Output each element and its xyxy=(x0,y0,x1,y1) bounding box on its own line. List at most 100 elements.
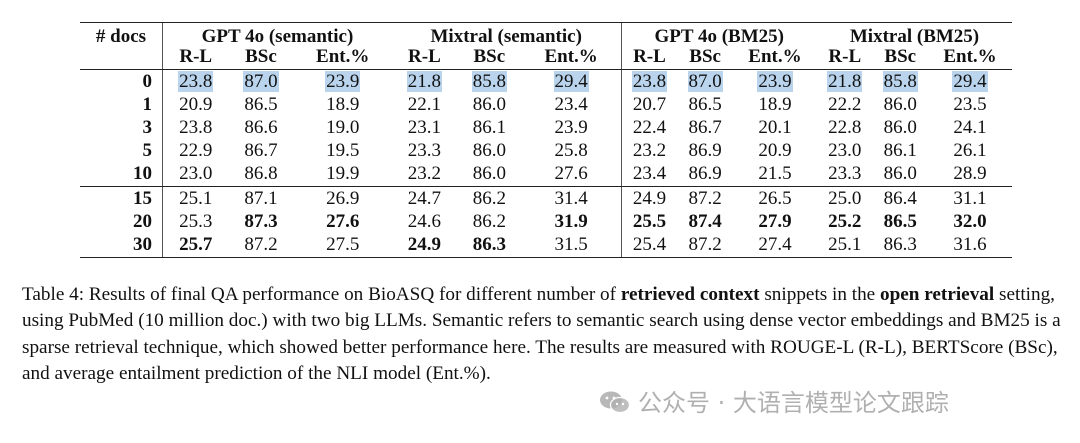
table-cell: 19.5 xyxy=(293,140,391,163)
table-cell: 86.1 xyxy=(457,116,522,139)
group-header: GPT 4o (BM25) xyxy=(620,22,818,47)
table-cell: 21.5 xyxy=(732,162,818,187)
cell-value: 86.5 xyxy=(688,93,722,115)
table-cell: 24.9 xyxy=(391,233,457,258)
table-cell: 23.4 xyxy=(620,162,678,187)
table-cell: 22.9 xyxy=(162,139,229,163)
table-cell: 23.8 xyxy=(162,116,229,140)
cell-value: 86.5 xyxy=(244,93,278,115)
cell-value: 19.0 xyxy=(326,116,360,138)
table-cell: 24.7 xyxy=(392,186,457,210)
cell-value: 27.6 xyxy=(326,210,360,232)
cell-value: 86.1 xyxy=(883,140,917,162)
watermark-text: 公众号 · 大语言模型论文跟踪 xyxy=(638,389,949,417)
cell-value: 86.2 xyxy=(472,187,506,209)
table-cell: 85.8 xyxy=(457,70,522,94)
table-cell: 26.5 xyxy=(733,186,817,210)
caption-text: setting, using PubMed (10 million doc.) … xyxy=(22,284,1061,384)
cell-value: 23.4 xyxy=(554,93,588,115)
table-cell: 86.5 xyxy=(228,93,293,116)
cell-value: 22.8 xyxy=(828,116,862,138)
metric-header-row: R-L BSc Ent.% R-L BSc Ent.% R-L BSc Ent.% R-L BSc E… xyxy=(80,47,1012,70)
cell-value: 86.8 xyxy=(244,163,278,185)
cell-value: 23.9 xyxy=(325,70,361,92)
table-cell: 25.8 xyxy=(522,140,621,163)
cell-value: 27.9 xyxy=(758,210,792,232)
table-cell: 22.4 xyxy=(620,116,678,140)
table-cell: 31.1 xyxy=(928,186,1012,210)
table-row: 15 25.1 87.1 26.9 24.7 86.2 31.4 24.9 87.2 26.5 25… xyxy=(80,186,1012,211)
cell-value: 86.2 xyxy=(472,210,506,232)
table-cell: 25.4 xyxy=(620,233,678,258)
table-cell: 28.9 xyxy=(927,162,1012,187)
cell-value: 19.9 xyxy=(326,163,360,185)
cell-value: 21.8 xyxy=(406,70,443,92)
group-header: GPT 4o (semantic) xyxy=(161,22,392,47)
cell-value: 86.4 xyxy=(883,187,917,209)
cell-value: 23.1 xyxy=(407,116,442,138)
cell-value: 19.5 xyxy=(326,140,360,162)
cell-value: 27.6 xyxy=(554,163,588,185)
table-cell: 29.4 xyxy=(928,70,1012,94)
table-cell: 29.4 xyxy=(522,70,621,94)
table-cell: 87.0 xyxy=(677,70,733,94)
table-cell: 86.4 xyxy=(873,186,928,210)
table-cell: 23.8 xyxy=(620,69,678,94)
table-cell: 21.8 xyxy=(392,70,457,94)
cell-value: 22.2 xyxy=(828,93,862,115)
cell-value: 31.5 xyxy=(554,233,588,255)
table-cell: 18.9 xyxy=(293,93,391,116)
table-cell: 31.4 xyxy=(522,186,621,210)
table-row: 3 23.8 86.6 19.0 23.1 86.1 23.9 22.4 86.7 20.1 22.… xyxy=(80,116,1012,140)
table-cell: 86.6 xyxy=(228,116,293,139)
cell-value: 22.4 xyxy=(632,116,667,138)
metric-header: Ent.% xyxy=(293,47,392,70)
cell-value: 86.0 xyxy=(472,163,506,185)
table-row: 30 25.7 87.2 27.5 24.9 86.3 31.5 25.4 87.2 27.4 25… xyxy=(80,233,1012,258)
metric-header: BSc xyxy=(456,47,522,70)
cell-value: 24.1 xyxy=(953,116,987,138)
table-cell: 86.0 xyxy=(457,140,522,163)
caption-emphasis: retrieved context xyxy=(620,284,760,305)
table-cell: 32.0 xyxy=(928,210,1012,233)
table-cell: 86.0 xyxy=(456,162,522,187)
table-cell: 86.0 xyxy=(873,116,928,139)
cell-value: 86.7 xyxy=(244,140,278,162)
caption-text: Table 4: Results of final QA performance… xyxy=(22,284,621,305)
cell-value: 87.3 xyxy=(244,210,278,232)
caption-emphasis: open retrieval xyxy=(880,284,995,305)
table-cell: 20.9 xyxy=(733,140,817,163)
docs-count: 1 xyxy=(142,93,153,115)
docs-count: 0 xyxy=(142,70,153,92)
cell-value: 87.0 xyxy=(243,70,279,92)
cell-value: 86.6 xyxy=(244,116,278,138)
metric-header: R-L xyxy=(817,47,873,70)
cell-value: 87.0 xyxy=(687,70,723,92)
metric-header: R-L xyxy=(162,47,229,70)
table-caption: Table 4: Results of final QA performance… xyxy=(22,282,1062,387)
docs-count: 3 xyxy=(142,116,153,138)
table-cell: 31.5 xyxy=(521,233,622,258)
wechat-icon xyxy=(598,390,632,414)
cell-value: 25.0 xyxy=(828,187,862,209)
table-row: 20 25.3 87.3 27.6 24.6 86.2 31.9 25.5 87.4 27.9 25… xyxy=(80,210,1012,234)
table-cell: 86.8 xyxy=(228,162,294,187)
cell-value: 23.0 xyxy=(179,163,213,185)
cell-value: 25.5 xyxy=(632,210,667,232)
table-cell: 27.6 xyxy=(521,162,622,187)
docs-count: 10 xyxy=(80,162,163,187)
table-cell: 23.4 xyxy=(522,93,621,116)
cell-value: 87.2 xyxy=(244,233,278,255)
table-cell: 23.0 xyxy=(817,140,872,163)
table-cell: 23.5 xyxy=(928,93,1012,116)
table-cell: 86.9 xyxy=(677,140,733,163)
cell-value: 29.4 xyxy=(553,70,589,92)
table-cell: 86.0 xyxy=(872,162,928,187)
table-cell: 86.3 xyxy=(456,233,522,258)
cell-value: 23.2 xyxy=(407,163,442,185)
cell-value: 87.2 xyxy=(688,233,722,255)
group-header: Mixtral (semantic) xyxy=(391,22,622,47)
cell-value: 86.0 xyxy=(883,163,917,185)
cell-value: 23.4 xyxy=(632,163,667,185)
cell-value: 20.7 xyxy=(632,93,667,115)
